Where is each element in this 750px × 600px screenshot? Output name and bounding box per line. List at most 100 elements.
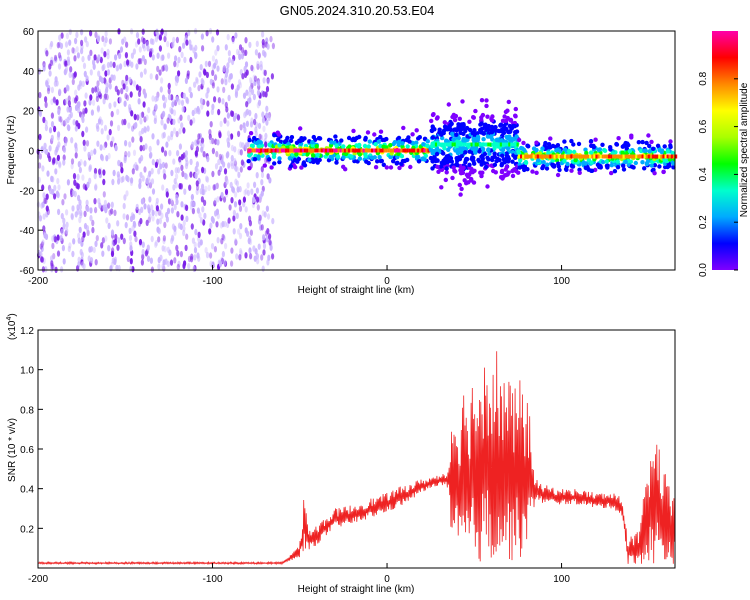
- signal-cell: [636, 140, 641, 145]
- noise-cell: [95, 95, 99, 103]
- noise-cell: [141, 55, 145, 62]
- noise-cell: [148, 213, 152, 220]
- signal-ridge-cell: [453, 142, 456, 147]
- noise-cell: [69, 66, 73, 73]
- noise-cell: [97, 54, 101, 61]
- noise-cell: [195, 76, 199, 84]
- signal-ridge-cell: [497, 142, 500, 147]
- noise-cell: [231, 110, 235, 118]
- noise-cell: [54, 56, 58, 63]
- signal-cell: [550, 163, 556, 168]
- noise-cell: [141, 28, 145, 35]
- signal-cell: [531, 146, 537, 151]
- noise-cell: [113, 258, 117, 266]
- noise-cell: [271, 253, 275, 260]
- noise-cell: [94, 183, 98, 190]
- signal-ridge-cell: [447, 142, 450, 147]
- noise-cell: [230, 144, 234, 152]
- noise-cell: [220, 191, 224, 199]
- noise-cell: [180, 214, 184, 221]
- signal-cell: [492, 151, 497, 156]
- snr-y-tick-label: 0.2: [20, 524, 34, 535]
- noise-cell: [155, 95, 159, 102]
- noise-cell: [154, 36, 158, 43]
- noise-cell: [112, 239, 116, 247]
- signal-cell: [655, 143, 661, 148]
- noise-cell: [57, 115, 62, 122]
- noise-cell: [253, 181, 257, 188]
- noise-cell: [139, 145, 143, 152]
- signal-ridge-cell: [489, 142, 492, 147]
- noise-cell: [85, 126, 89, 133]
- noise-cell: [199, 63, 203, 71]
- noise-cell: [196, 207, 200, 214]
- signal-ridge-cell: [408, 148, 411, 153]
- noise-cell: [94, 206, 98, 214]
- noise-cell: [155, 73, 159, 81]
- signal-cell: [479, 173, 484, 179]
- noise-cell: [83, 160, 87, 167]
- noise-cell: [154, 239, 159, 247]
- noise-cell: [141, 253, 145, 261]
- noise-cell: [62, 146, 67, 153]
- noise-cell: [174, 182, 178, 189]
- signal-ridge-cell: [555, 154, 558, 159]
- signal-cell: [425, 139, 430, 144]
- signal-ridge-cell: [360, 148, 363, 153]
- noise-cell: [50, 40, 54, 48]
- noise-cell: [110, 208, 114, 215]
- noise-cell: [205, 251, 210, 259]
- noise-cell: [178, 143, 182, 150]
- noise-cell: [244, 49, 248, 56]
- noise-cell: [189, 119, 193, 126]
- noise-cell: [140, 198, 144, 205]
- signal-ridge-cell: [272, 148, 275, 153]
- noise-cell: [67, 100, 71, 107]
- noise-cell: [130, 212, 134, 219]
- noise-cell: [190, 200, 194, 207]
- noise-cell: [60, 119, 64, 126]
- signal-cell: [425, 143, 430, 149]
- signal-ridge-cell: [516, 142, 519, 147]
- noise-cell: [249, 77, 253, 84]
- signal-cell: [450, 114, 455, 120]
- noise-cell: [223, 168, 228, 175]
- signal-ridge-cell: [402, 148, 405, 153]
- noise-cell: [108, 128, 112, 136]
- noise-cell: [72, 47, 76, 55]
- signal-ridge-cell: [520, 154, 523, 159]
- noise-cell: [38, 91, 42, 99]
- noise-cell: [52, 157, 56, 164]
- noise-cell: [197, 255, 201, 262]
- signal-cell: [593, 137, 598, 142]
- signal-ridge-cell: [406, 148, 409, 153]
- signal-ridge-cell: [266, 148, 269, 153]
- signal-ridge-cell: [329, 148, 332, 153]
- noise-cell: [129, 245, 133, 252]
- signal-cell: [510, 173, 516, 179]
- noise-cell: [135, 203, 139, 211]
- noise-cell: [206, 87, 210, 94]
- signal-cell: [555, 172, 561, 178]
- signal-ridge-cell: [249, 148, 252, 153]
- noise-cell: [165, 191, 169, 198]
- noise-cell: [154, 104, 158, 111]
- signal-cell: [429, 118, 434, 124]
- noise-cell: [237, 50, 241, 57]
- noise-cell: [68, 28, 72, 36]
- noise-cell: [194, 165, 198, 173]
- noise-cell: [68, 113, 72, 121]
- noise-cell: [71, 250, 75, 258]
- noise-cell: [221, 220, 225, 228]
- noise-cell: [253, 118, 257, 126]
- noise-cell: [195, 188, 199, 195]
- colorbar-label: Normalized spectral amplitude: [739, 82, 750, 217]
- noise-cell: [184, 77, 188, 85]
- noise-cell: [256, 89, 261, 97]
- signal-ridge-cell: [610, 154, 613, 159]
- noise-cell: [252, 245, 256, 252]
- noise-cell: [129, 258, 133, 265]
- noise-cell: [114, 54, 118, 61]
- noise-cell: [86, 205, 90, 212]
- signal-ridge-cell: [441, 142, 444, 147]
